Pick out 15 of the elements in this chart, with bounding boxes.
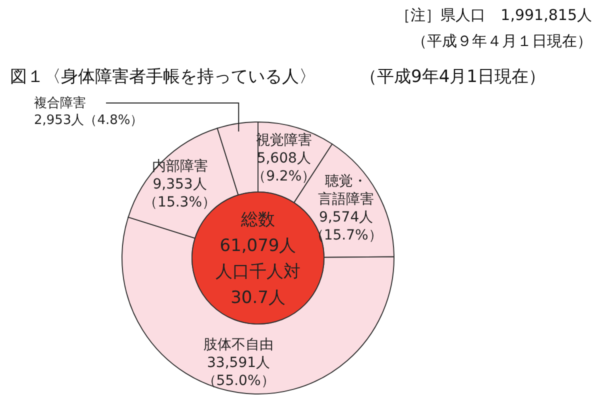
data-label: 2,953人（4.8%） [34, 113, 144, 128]
slice-label: 肢体不自由 [204, 336, 274, 353]
data-label: 9,574人（15.7%） [310, 210, 382, 244]
slice-label: 聴覚・言語障害 [318, 174, 374, 208]
text: 総数 [240, 210, 275, 230]
slice-label: 複合障害 [34, 95, 86, 111]
chart-title: 図１〈身体障害者手帳を持っている人〉 [10, 67, 316, 87]
text: （平成９年４月１日現在） [412, 32, 592, 50]
text: ［注］県人口 1,991,815人 [396, 6, 592, 24]
data-label: 33,591人（55.0%） [202, 354, 275, 389]
text: （平成9年4月1日現在） [360, 67, 546, 87]
text: 61,079人 [220, 236, 296, 256]
text: 人口千人対 [216, 262, 300, 282]
data-label: 9,353人（15.3%） [144, 176, 216, 211]
text: 30.7人 [230, 288, 286, 308]
